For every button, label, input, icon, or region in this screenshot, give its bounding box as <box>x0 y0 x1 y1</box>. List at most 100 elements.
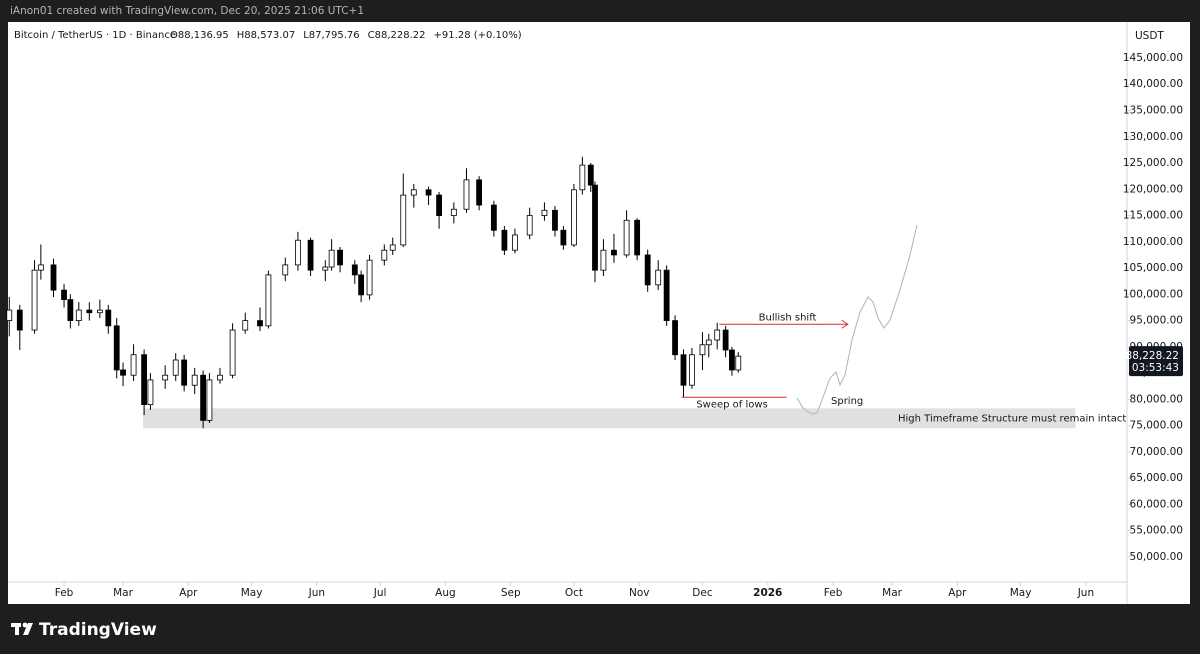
candle-body <box>141 354 148 406</box>
countdown: 03:53:43 <box>1132 362 1179 374</box>
zone-layer: High Timeframe Structure must remain int… <box>143 408 1126 429</box>
candle-body <box>217 374 223 381</box>
level-label: Sweep of lows <box>696 399 767 410</box>
candle-body <box>366 259 373 296</box>
candle-body <box>560 229 567 246</box>
candle-body <box>623 219 630 256</box>
logo-part <box>22 622 28 628</box>
candle-body <box>147 379 154 406</box>
candle-body <box>571 189 577 246</box>
candle-body <box>328 249 335 268</box>
logo-part <box>15 623 19 635</box>
candle-body <box>722 329 729 351</box>
candle-body <box>16 309 23 331</box>
y-tick-label: 65,000.00 <box>1130 472 1183 484</box>
candle-body <box>172 359 179 376</box>
candle-body <box>61 289 67 300</box>
y-tick-label: 115,000.00 <box>1123 210 1183 222</box>
candle-body <box>113 325 120 371</box>
candle-body <box>699 344 706 356</box>
level-arrow <box>841 319 849 329</box>
candle-body <box>229 329 236 376</box>
candle-body <box>611 249 617 256</box>
candle-body <box>463 179 470 210</box>
candle-body <box>600 249 607 271</box>
x-tick-label: Jul <box>373 587 387 599</box>
candle-body <box>31 269 38 331</box>
y-tick-label: 140,000.00 <box>1123 78 1183 90</box>
ohlc-value: H88,573.07 <box>237 30 295 41</box>
candle-body <box>105 309 112 327</box>
candle-body <box>714 329 721 341</box>
candle-body <box>552 209 558 231</box>
projection-path <box>796 224 918 415</box>
symbol: Bitcoin / TetherUS · 1D · Binance <box>14 30 176 41</box>
candle-body <box>351 264 358 276</box>
candle-body <box>282 264 289 276</box>
candle-body <box>579 164 586 191</box>
chart-panel <box>8 22 1190 604</box>
candle-body <box>655 269 662 286</box>
candle-body <box>501 229 508 251</box>
candle-body <box>541 209 548 216</box>
candle-body <box>425 189 432 196</box>
candle-body <box>680 354 687 386</box>
logo-part <box>23 623 33 635</box>
candle-body <box>490 204 497 231</box>
zone-label: High Timeframe Structure must remain int… <box>898 413 1126 424</box>
x-tick-label: Oct <box>565 587 583 599</box>
candle-body <box>672 320 678 356</box>
candle-body <box>450 208 457 216</box>
candle-body <box>295 239 301 266</box>
candle-body <box>410 189 417 196</box>
candle-body <box>735 355 742 371</box>
y-tick-label: 120,000.00 <box>1123 183 1183 195</box>
candle-body <box>6 309 13 321</box>
candle-body <box>400 194 407 246</box>
level-label: Bullish shift <box>759 312 817 323</box>
ohlc-value: L87,795.76 <box>303 30 359 41</box>
y-tick-label: 75,000.00 <box>1130 420 1183 432</box>
candle-body <box>37 264 44 271</box>
candle-body <box>162 374 169 381</box>
x-tick-label: Feb <box>55 587 74 599</box>
y-tick-label: 130,000.00 <box>1123 131 1183 143</box>
brand: TradingView <box>11 620 157 640</box>
x-tick-label: Apr <box>179 587 198 599</box>
candle-body <box>130 354 137 376</box>
candle-body <box>86 309 93 314</box>
candle-body <box>120 369 126 376</box>
candle-body <box>358 274 365 296</box>
x-tick-label: Mar <box>882 587 902 599</box>
price-tag-label: 88,228.22 <box>1126 350 1179 362</box>
candle-body <box>200 374 207 421</box>
candle-body <box>75 309 82 321</box>
candle-body <box>476 179 483 206</box>
attribution: iAnon01 created with TradingView.com, De… <box>10 5 364 17</box>
candle-body <box>206 379 213 421</box>
candle-body <box>587 164 594 186</box>
candle-body <box>381 249 388 261</box>
plot: O88,136.95 H88,573.07 L87,795.76 C88,228.22… <box>6 30 1183 599</box>
x-tick-label: Nov <box>629 587 650 599</box>
x-tick-label: Dec <box>692 587 713 599</box>
candle-body <box>526 215 533 236</box>
y-tick-label: 80,000.00 <box>1130 393 1183 405</box>
currency: USDT <box>1135 30 1164 42</box>
y-tick-label: 70,000.00 <box>1130 446 1183 458</box>
candle-body <box>181 359 188 386</box>
x-tick-label: Mar <box>113 587 133 599</box>
ohlc-value: O88,136.95 <box>170 30 229 41</box>
spring-label: Spring <box>831 396 863 407</box>
candle-body <box>512 234 518 251</box>
ohlc-value: +91.28 (+0.10%) <box>434 30 522 41</box>
candle-body <box>96 309 103 314</box>
candle-body <box>389 244 396 251</box>
y-tick-label: 135,000.00 <box>1123 105 1183 117</box>
x-tick-label: Jun <box>308 587 325 599</box>
candle-body <box>242 320 249 331</box>
candle-body <box>67 299 74 321</box>
candle-body <box>729 349 735 371</box>
candle-body <box>644 254 651 286</box>
